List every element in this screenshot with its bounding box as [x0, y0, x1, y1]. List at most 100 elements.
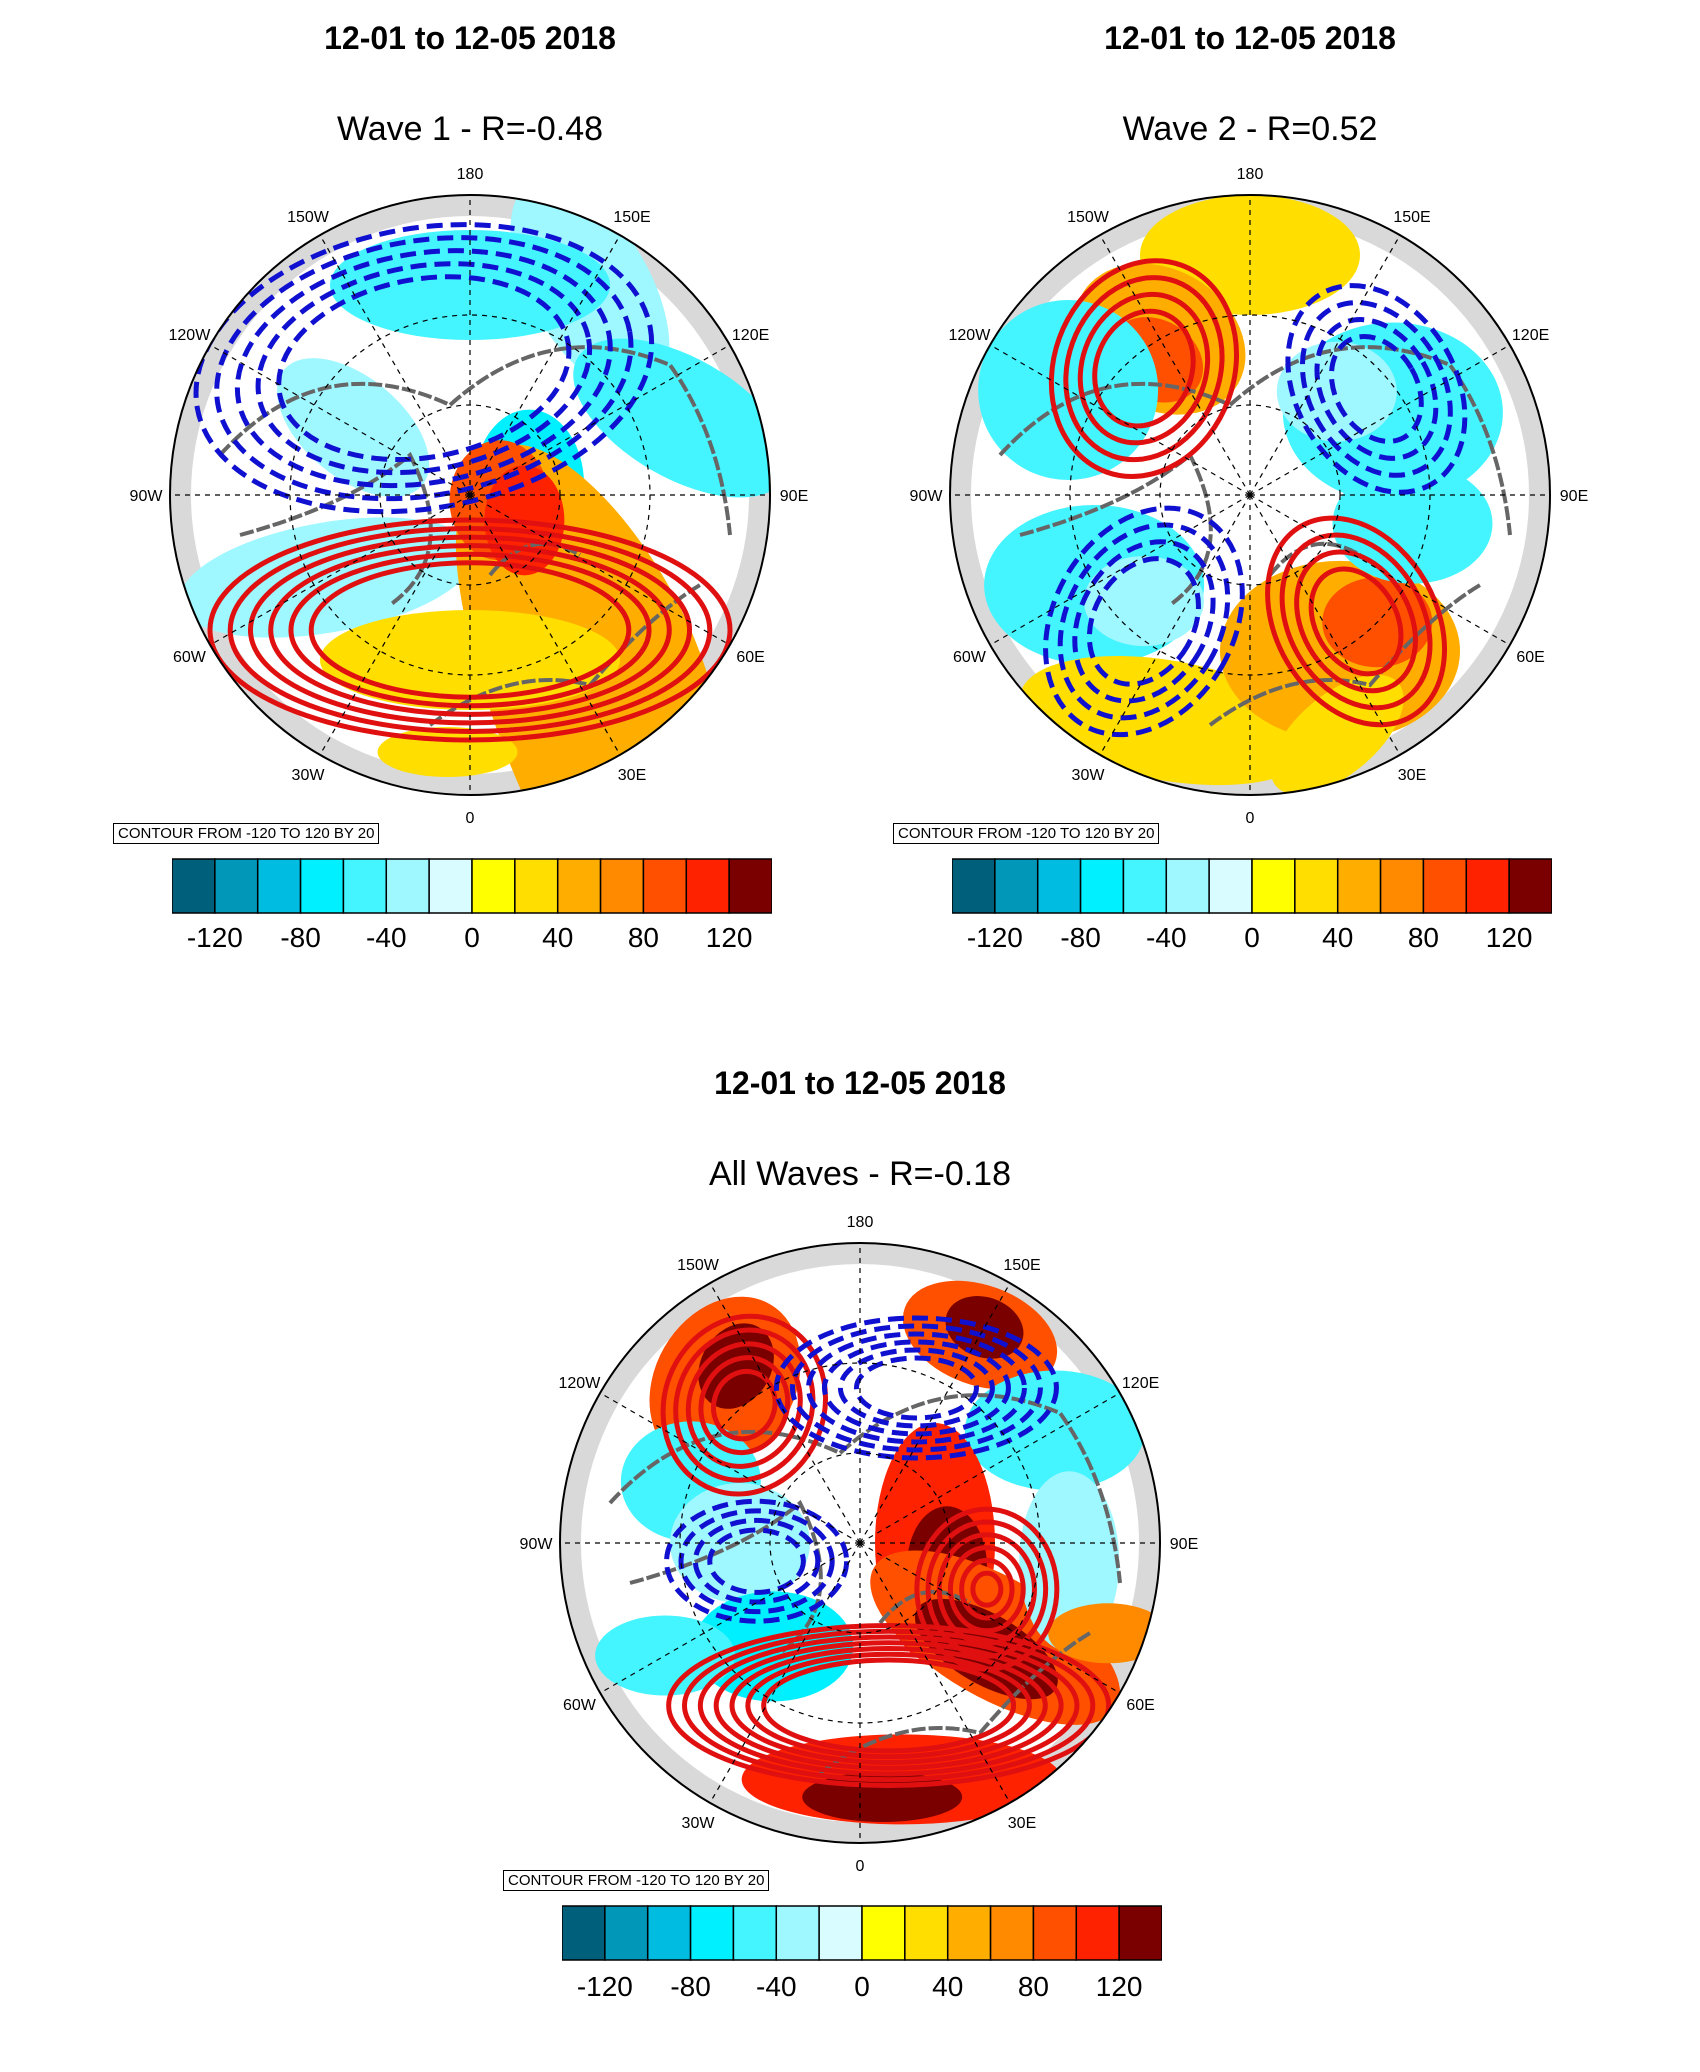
colorbar-tick-label: 40: [932, 1971, 964, 2002]
contour-layer: [660, 1313, 1112, 1788]
positive-contour: [970, 1570, 1004, 1608]
colorbar-swatch: [1075, 1905, 1120, 1961]
longitude-label: 120E: [1512, 327, 1549, 344]
longitude-label: 150E: [1003, 1257, 1040, 1274]
colorbar-swatch: [728, 858, 772, 914]
positive-contour: [1279, 532, 1433, 711]
meridian-line: [859, 1542, 1011, 1804]
meridian-line: [859, 1282, 1011, 1544]
colorbar-swatch: [1208, 858, 1253, 914]
shaded-anomaly: [1083, 556, 1204, 647]
longitude-label: 120W: [559, 1375, 602, 1392]
meridian-line: [209, 344, 471, 496]
colorbar-swatch: [1032, 1905, 1078, 1961]
coastline: [1268, 541, 1362, 577]
positive-contour: [660, 1313, 829, 1497]
wave-title: Wave 1 - R=-0.48: [336, 110, 604, 148]
longitude-label: 60W: [953, 649, 987, 666]
colorbar-tick-label: 0: [1244, 922, 1260, 953]
shaded-anomaly: [573, 338, 770, 498]
negative-contour: [707, 1527, 806, 1595]
graticule: [170, 195, 770, 795]
negative-contour: [234, 248, 613, 489]
meridian-line: [599, 1542, 861, 1694]
colorbar-swatch: [1336, 858, 1382, 914]
longitude-label: 150W: [287, 209, 330, 226]
positive-contour: [711, 1368, 778, 1442]
colorbar-tick-label: -120: [576, 1971, 633, 2002]
colorbar-swatch: [689, 1905, 735, 1961]
positive-contour: [947, 1545, 1026, 1634]
colorbar-swatch: [818, 1905, 863, 1961]
graticule: [560, 1243, 1160, 1843]
negative-contour: [1086, 556, 1201, 687]
positive-contour: [713, 1640, 1064, 1771]
colorbar-tick-label: -40: [756, 1971, 797, 2002]
negative-contour: [1329, 334, 1424, 444]
colorbar-swatch: [994, 858, 1039, 914]
longitude-label: 90W: [910, 488, 944, 505]
meridian-line: [469, 234, 621, 496]
longitude-label: 0: [856, 1858, 865, 1875]
meridian-line: [319, 234, 471, 496]
positive-contour: [745, 1651, 1032, 1760]
colorbar-swatch: [1379, 858, 1425, 914]
positive-contour: [729, 1646, 1048, 1765]
colorbar-swatch: [775, 1905, 820, 1961]
negative-contour: [789, 1323, 1043, 1453]
negative-contour: [837, 1347, 995, 1429]
panel-wave1: 12-01 to 12-05 2018 Wave 1 - R=-0.48 180…: [0, 0, 940, 980]
longitude-label: 60E: [736, 649, 764, 666]
negative-contour: [773, 1315, 1059, 1461]
positive-contour: [1092, 308, 1196, 429]
meridian-line: [709, 1542, 861, 1804]
longitude-label: 90E: [1560, 488, 1588, 505]
coastline: [629, 1499, 823, 1655]
colorbar-labels: -120 -80 -40 0 40 80 120: [172, 922, 772, 958]
coastline: [1208, 583, 1482, 727]
longitude-label: 60W: [173, 649, 207, 666]
longitude-label: 30E: [1398, 767, 1426, 784]
positive-contour: [681, 1628, 1096, 1783]
colorbar-swatch: [1294, 858, 1339, 914]
negative-contour: [821, 1339, 1011, 1437]
positive-contour: [959, 1557, 1015, 1621]
longitude-label: 150W: [677, 1257, 720, 1274]
colorbar-tick-label: 0: [854, 1971, 870, 2002]
negative-contour: [1314, 317, 1439, 461]
meridian-line: [469, 494, 731, 646]
meridian-line: [709, 1282, 861, 1544]
contour-info-label: CONTOUR FROM -120 TO 120 BY 20: [113, 823, 380, 844]
date-title: 12-01 to 12-05 2018: [324, 20, 616, 56]
colorbar-swatch: [642, 858, 688, 914]
longitude-label: 120W: [949, 327, 992, 344]
colorbar-swatch: [946, 1905, 992, 1961]
colorbar: [172, 858, 772, 914]
latitude-circle: [679, 1362, 1041, 1724]
negative-contour: [853, 1355, 979, 1421]
colorbar-swatch: [732, 1905, 778, 1961]
colorbar-swatch: [1165, 858, 1210, 914]
shaded-anomaly: [1332, 463, 1493, 584]
meridian-line: [859, 1542, 1121, 1694]
colorbar-tick-label: -120: [186, 922, 243, 953]
latitude-circle: [379, 404, 561, 586]
colorbar-tick-label: 80: [627, 922, 659, 953]
colorbar-tick-label: -80: [1060, 922, 1101, 953]
longitude-label: 150E: [613, 209, 650, 226]
colorbar-swatch: [685, 858, 730, 914]
graticule: [950, 195, 1550, 795]
contour-layer: [1043, 258, 1468, 738]
longitude-label: 90W: [520, 1536, 554, 1553]
positive-contour: [697, 1634, 1080, 1777]
shaded-anomaly: [1048, 1603, 1160, 1664]
meridian-line: [319, 494, 471, 756]
colorbar-swatch: [342, 858, 388, 914]
map-border: [169, 194, 771, 796]
positive-contour: [1063, 275, 1225, 463]
longitude-label: 60E: [1516, 649, 1544, 666]
negative-contour: [214, 235, 634, 502]
longitude-label: 0: [1246, 810, 1255, 827]
meridian-line: [989, 344, 1251, 496]
colorbar-tick-label: 120: [1485, 922, 1533, 953]
